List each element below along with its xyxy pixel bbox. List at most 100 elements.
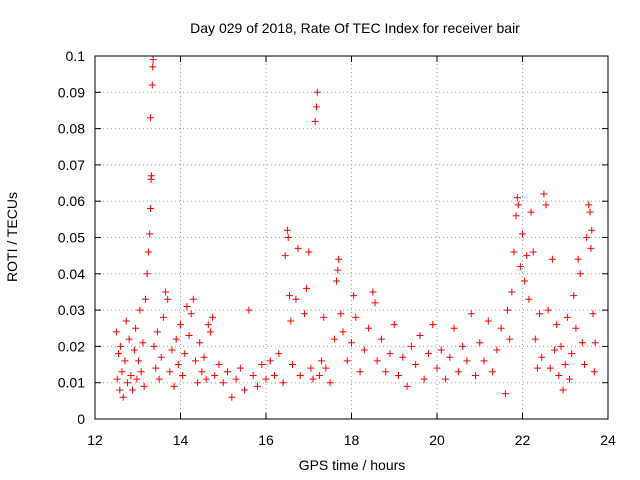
data-point [241,386,249,394]
data-point [326,379,334,387]
data-point [133,375,141,383]
data-point [585,201,593,209]
data-point [371,299,379,307]
data-point [433,364,441,372]
data-point [463,357,471,365]
y-tick-label: 0.02 [58,338,85,354]
y-tick-label: 0.1 [66,48,86,64]
data-point [563,313,571,321]
data-point [144,248,152,256]
data-point [544,306,552,314]
data-point [146,230,154,238]
data-point [287,317,295,325]
data-point [115,350,123,358]
data-point [232,375,240,383]
data-point [416,332,424,340]
data-point [467,310,475,318]
data-point [350,292,358,300]
data-point [283,226,291,234]
data-point [337,310,345,318]
data-point [493,346,501,354]
data-point [512,212,520,220]
data-point [442,375,450,383]
data-point [196,339,204,347]
x-tick-label: 14 [173,432,189,448]
data-point [339,328,347,336]
data-point [568,350,576,358]
data-point [253,382,261,390]
data-point [118,368,126,376]
grid-lines [95,56,608,419]
data-point [390,321,398,329]
data-point [166,368,174,376]
data-point [553,321,561,329]
data-point [519,230,526,238]
data-point [159,313,167,321]
data-point [149,56,157,64]
data-point [311,117,319,125]
data-point [309,375,317,383]
data-point [286,292,294,300]
data-point [566,375,574,383]
data-point [386,350,394,358]
data-point [135,357,143,365]
data-point [365,324,373,332]
data-point [586,208,594,216]
x-axis-title: GPS time / hours [299,457,406,473]
y-tick-labels: 0 0.01 0.02 0.03 0.04 0.05 0.06 0.07 0.08 0.09 0.1 [58,48,85,427]
data-point [258,361,266,369]
data-point [224,368,232,376]
data-point [382,368,390,376]
data-point [377,335,385,343]
data-point [155,375,163,383]
data-point [262,375,270,383]
data-point [587,244,595,252]
data-point [179,371,187,379]
data-point [446,353,454,361]
data-point [141,295,149,303]
data-point [289,361,297,369]
data-point [215,361,223,369]
x-tick-labels: 12 14 16 18 20 22 24 [87,432,616,448]
data-point [330,335,338,343]
x-tick-label: 24 [600,432,616,448]
y-tick-label: 0.05 [58,230,85,246]
y-tick-label: 0.07 [58,157,85,173]
data-point [174,361,182,369]
data-point [334,266,342,274]
data-point [335,255,343,263]
data-point [525,295,533,303]
data-point [148,81,156,89]
data-point [527,208,535,216]
x-tick-label: 20 [429,432,445,448]
data-point [249,371,257,379]
data-point [576,270,584,278]
data-point [122,317,130,325]
data-point [313,88,321,96]
data-point [172,335,180,343]
data-point [454,368,462,376]
data-point [369,288,377,296]
data-point [590,368,598,376]
data-point [228,393,236,401]
data-point [150,342,158,350]
data-point [542,201,550,209]
data-point [132,324,140,332]
data-point [206,328,214,336]
data-point [501,390,509,398]
data-point [137,368,145,376]
data-point [123,379,131,387]
data-point [211,371,219,379]
data-point [140,382,148,390]
data-point [318,357,326,365]
data-point [536,310,544,318]
data-point [307,364,315,372]
data-point [437,346,445,354]
y-tick-label: 0.08 [58,121,85,137]
data-point [403,382,411,390]
chart-title: Day 029 of 2018, Rate Of TEC Index for r… [190,20,520,36]
data-point [275,350,283,358]
data-point [139,339,147,347]
data-point [570,292,578,300]
data-point [204,321,212,329]
